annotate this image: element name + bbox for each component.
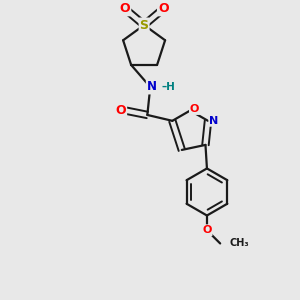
Text: O: O [190,104,199,114]
Text: O: O [158,2,169,15]
Text: O: O [116,104,126,117]
Text: CH₃: CH₃ [230,238,249,248]
Text: N: N [209,116,218,126]
Text: O: O [120,2,130,15]
Text: N: N [147,80,157,94]
Text: O: O [202,225,212,235]
Text: –H: –H [161,82,175,92]
Text: S: S [140,19,148,32]
